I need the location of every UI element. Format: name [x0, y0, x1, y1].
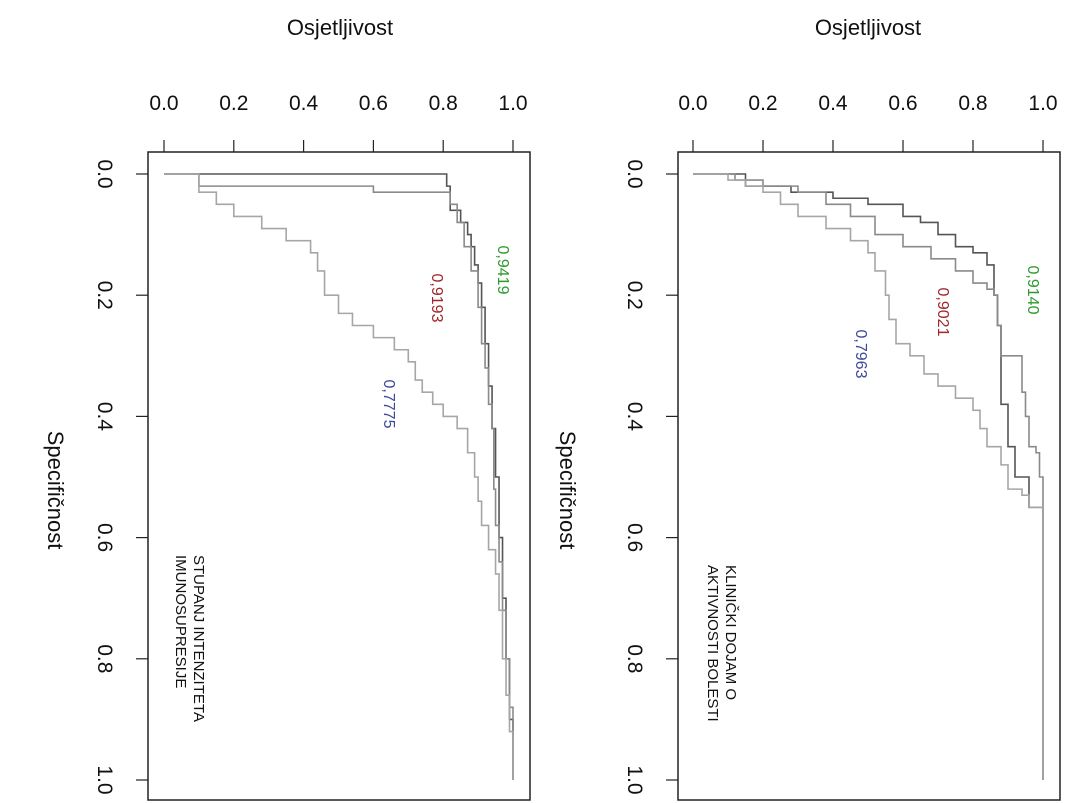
roc-curve-line	[693, 173, 1044, 780]
x-tick-label: 0.2	[748, 92, 777, 115]
x-tick-label: 0.8	[429, 92, 458, 115]
y-tick-label: 1.0	[623, 765, 646, 794]
y-tick-label: 0.8	[93, 644, 116, 673]
y-tick-label: 0.0	[93, 159, 116, 188]
auc-value-label: 0,9140	[1024, 266, 1041, 315]
y-axis-title: Specifičnost	[555, 431, 580, 550]
plot-frame	[147, 151, 531, 801]
x-tick-label: 0.6	[888, 92, 917, 115]
auc-value-label: 0,9419	[494, 246, 511, 295]
x-tick-label: 0.0	[678, 92, 707, 115]
y-tick-label: 0.0	[623, 159, 646, 188]
y-tick-label: 0.2	[623, 281, 646, 310]
panel-caption-line: STUPANJ INTENZITETA	[190, 555, 207, 722]
panel-caption-line: IMUNOSUPRESIJE	[172, 555, 189, 688]
chart-panel-disease-activity: Osjetljivost Specifičnost 0.0 0.2 0.4 0.6 0.8 1…	[555, 15, 1061, 801]
y-tick-label: 0.6	[623, 523, 646, 552]
panel-caption-line: AKTIVNOSTI BOLESTI	[704, 565, 721, 722]
auc-value-label: 0,9193	[428, 274, 445, 323]
x-tick-label: 0.6	[359, 92, 388, 115]
chart-panel-immunosuppression: Osjetljivost Specifičnost 0.0 0.2 0.4 0.6 0.8 1…	[43, 15, 531, 801]
y-tick-label: 0.4	[93, 402, 116, 432]
auc-value-label: 0,9021	[934, 288, 951, 337]
y-axis-title: Specifičnost	[43, 431, 68, 550]
roc-curve-line	[164, 173, 514, 780]
y-tick-label: 0.2	[93, 281, 116, 310]
x-tick-label: 0.4	[818, 92, 848, 115]
x-axis-title: Osjetljivost	[287, 15, 393, 40]
roc-curve-line	[164, 173, 514, 780]
y-tick-label: 0.4	[623, 402, 646, 432]
x-tick-label: 1.0	[1028, 92, 1057, 115]
y-tick-label: 0.8	[623, 644, 646, 673]
y-tick-label: 1.0	[93, 765, 116, 794]
x-tick-label: 1.0	[498, 92, 527, 115]
roc-curve-line	[693, 173, 1044, 780]
roc-curve-line	[693, 173, 1044, 780]
y-tick-label: 0.6	[93, 523, 116, 552]
x-tick-label: 0.2	[219, 92, 248, 115]
x-tick-label: 0.4	[289, 92, 319, 115]
x-tick-label: 0.8	[958, 92, 987, 115]
roc-curve-line	[164, 173, 514, 780]
x-tick-label: 0.0	[149, 92, 178, 115]
x-axis-title: Osjetljivost	[815, 15, 921, 40]
panel-caption-line: KLINIČKI DOJAM O	[722, 565, 739, 700]
auc-value-label: 0,7963	[852, 330, 869, 379]
plot-frame	[677, 151, 1061, 801]
auc-value-label: 0,7775	[380, 380, 397, 429]
